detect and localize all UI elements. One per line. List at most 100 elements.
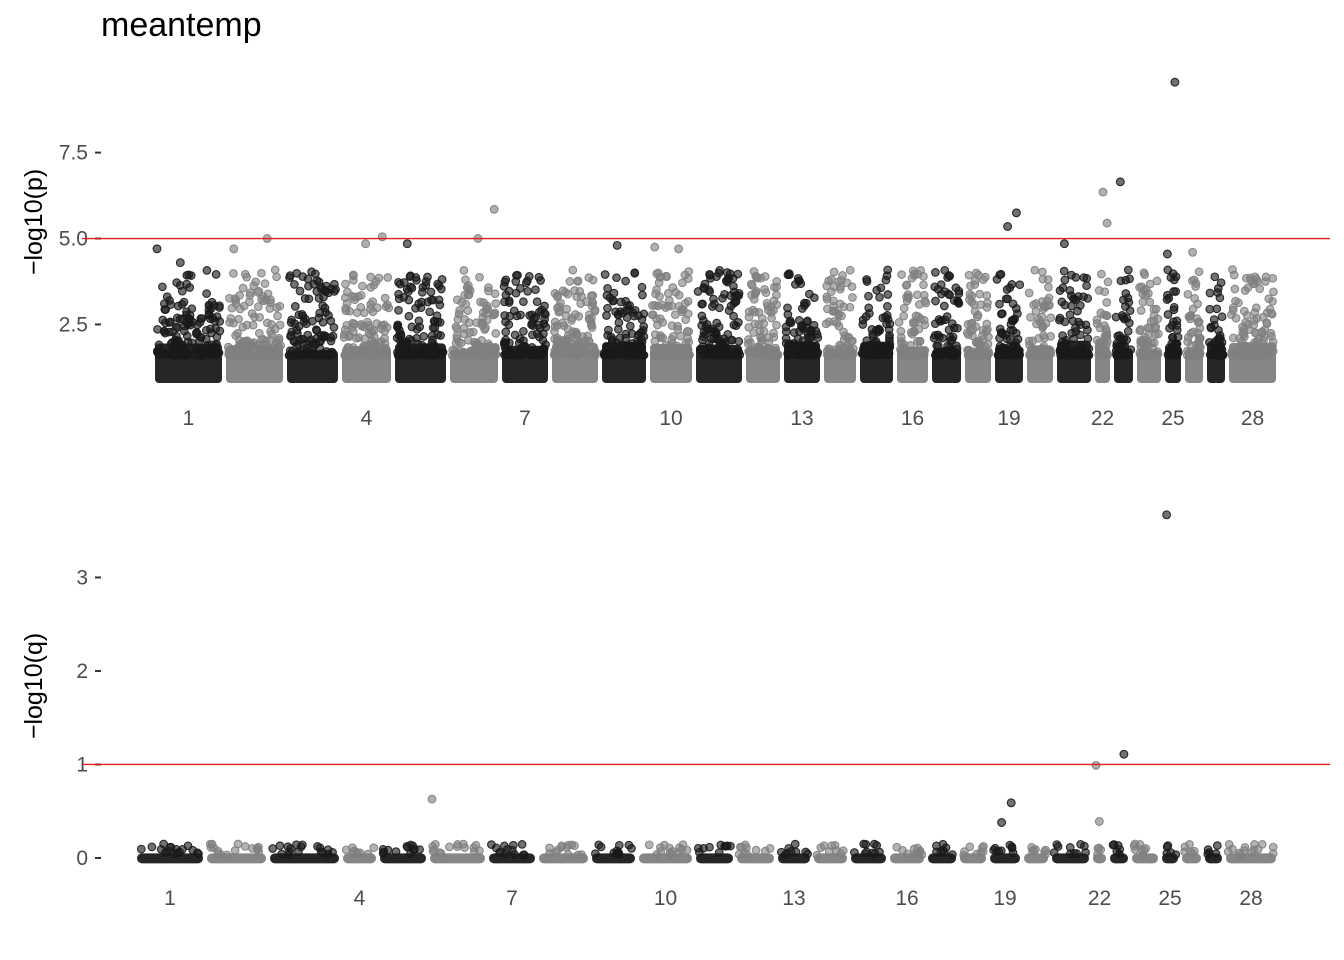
snp-point [1093, 850, 1102, 859]
snp-point [1215, 331, 1225, 340]
snp-point [1028, 846, 1037, 856]
snp-point [233, 839, 243, 849]
chromosome-22-points [1092, 269, 1113, 383]
snp-point [912, 290, 922, 300]
snp-point [673, 325, 683, 334]
points-p [152, 77, 1278, 383]
chromosome-11-points [693, 266, 745, 383]
snp-point [1162, 295, 1172, 304]
snp-point [299, 317, 309, 326]
snp-point [1205, 338, 1214, 347]
snp-point [769, 306, 778, 315]
notable-snp-point [1188, 247, 1198, 257]
snp-point [932, 841, 941, 851]
chromosome-19-points [989, 840, 1020, 864]
snp-point [1180, 847, 1189, 857]
snp-point [1268, 346, 1278, 356]
chromosome-12-points [743, 267, 783, 383]
snp-point [803, 849, 812, 859]
snp-point [423, 272, 432, 282]
snp-point [724, 273, 734, 283]
snp-point [862, 847, 872, 857]
snp-point [1046, 313, 1056, 323]
snp-point [609, 848, 619, 858]
snp-point [751, 288, 760, 297]
snp-point [529, 313, 539, 323]
snp-point [594, 840, 604, 850]
snp-point [1268, 842, 1278, 852]
snp-point [380, 327, 390, 336]
snp-point [600, 270, 610, 279]
snp-point [760, 284, 769, 294]
snp-point [488, 345, 497, 355]
snp-point [285, 847, 294, 857]
snp-point [971, 338, 981, 347]
snp-point [556, 336, 566, 345]
snp-point [177, 286, 187, 296]
snp-point [835, 299, 845, 309]
x-tick-label-p: 7 [519, 407, 531, 430]
snp-point [1162, 848, 1172, 858]
snp-point [212, 312, 222, 321]
snp-point [319, 349, 328, 359]
snp-point [674, 301, 684, 311]
snp-point [254, 842, 263, 852]
snp-point [660, 840, 669, 850]
snp-point [930, 282, 940, 292]
snp-point [180, 321, 189, 331]
snp-point [883, 302, 892, 311]
snp-point [819, 841, 829, 851]
snp-point [826, 275, 836, 284]
chromosome-18-points [962, 268, 994, 383]
snp-point [472, 318, 481, 327]
snp-point [1212, 304, 1222, 314]
snp-point [222, 850, 232, 860]
snp-point [380, 339, 390, 348]
snp-point [824, 350, 833, 360]
y-tick-label-p: 2.5 [59, 313, 88, 336]
snp-point [947, 335, 957, 345]
snp-point [798, 346, 808, 355]
snp-point [155, 347, 164, 357]
x-tick-label-q: 7 [506, 887, 518, 910]
snp-point [158, 282, 167, 292]
snp-point [634, 311, 643, 320]
snp-point [196, 314, 206, 323]
snp-point [764, 333, 773, 342]
snp-point [907, 329, 917, 339]
snp-point [315, 843, 325, 853]
snp-point [328, 847, 337, 857]
snp-point [683, 334, 693, 343]
snp-point [650, 330, 660, 339]
chromosome-15-points [850, 839, 886, 864]
snp-point [172, 278, 182, 287]
snp-point [229, 318, 238, 328]
snp-point [1206, 322, 1216, 332]
snp-point [482, 301, 492, 311]
snp-point [823, 304, 832, 314]
snp-point [466, 350, 476, 360]
snp-point [1115, 844, 1125, 854]
snp-point [881, 275, 891, 285]
snp-point [428, 335, 437, 345]
snp-point [967, 297, 977, 307]
x-tick-label-p: 10 [659, 407, 682, 430]
snp-point [913, 843, 922, 853]
snp-point [607, 337, 617, 347]
snp-point [165, 318, 174, 327]
snp-point [647, 310, 657, 320]
snp-point [1208, 349, 1217, 359]
snp-point [680, 270, 690, 280]
chromosome-15-points [857, 265, 895, 383]
snp-point [662, 272, 671, 282]
chromosome-12-points [734, 840, 775, 864]
snp-point [864, 303, 874, 313]
snp-point [714, 848, 724, 857]
snp-point [931, 296, 940, 306]
snp-point [308, 316, 317, 326]
snp-point [257, 268, 266, 278]
snp-point [364, 328, 374, 338]
snp-point [772, 320, 781, 330]
snp-point [413, 339, 423, 349]
